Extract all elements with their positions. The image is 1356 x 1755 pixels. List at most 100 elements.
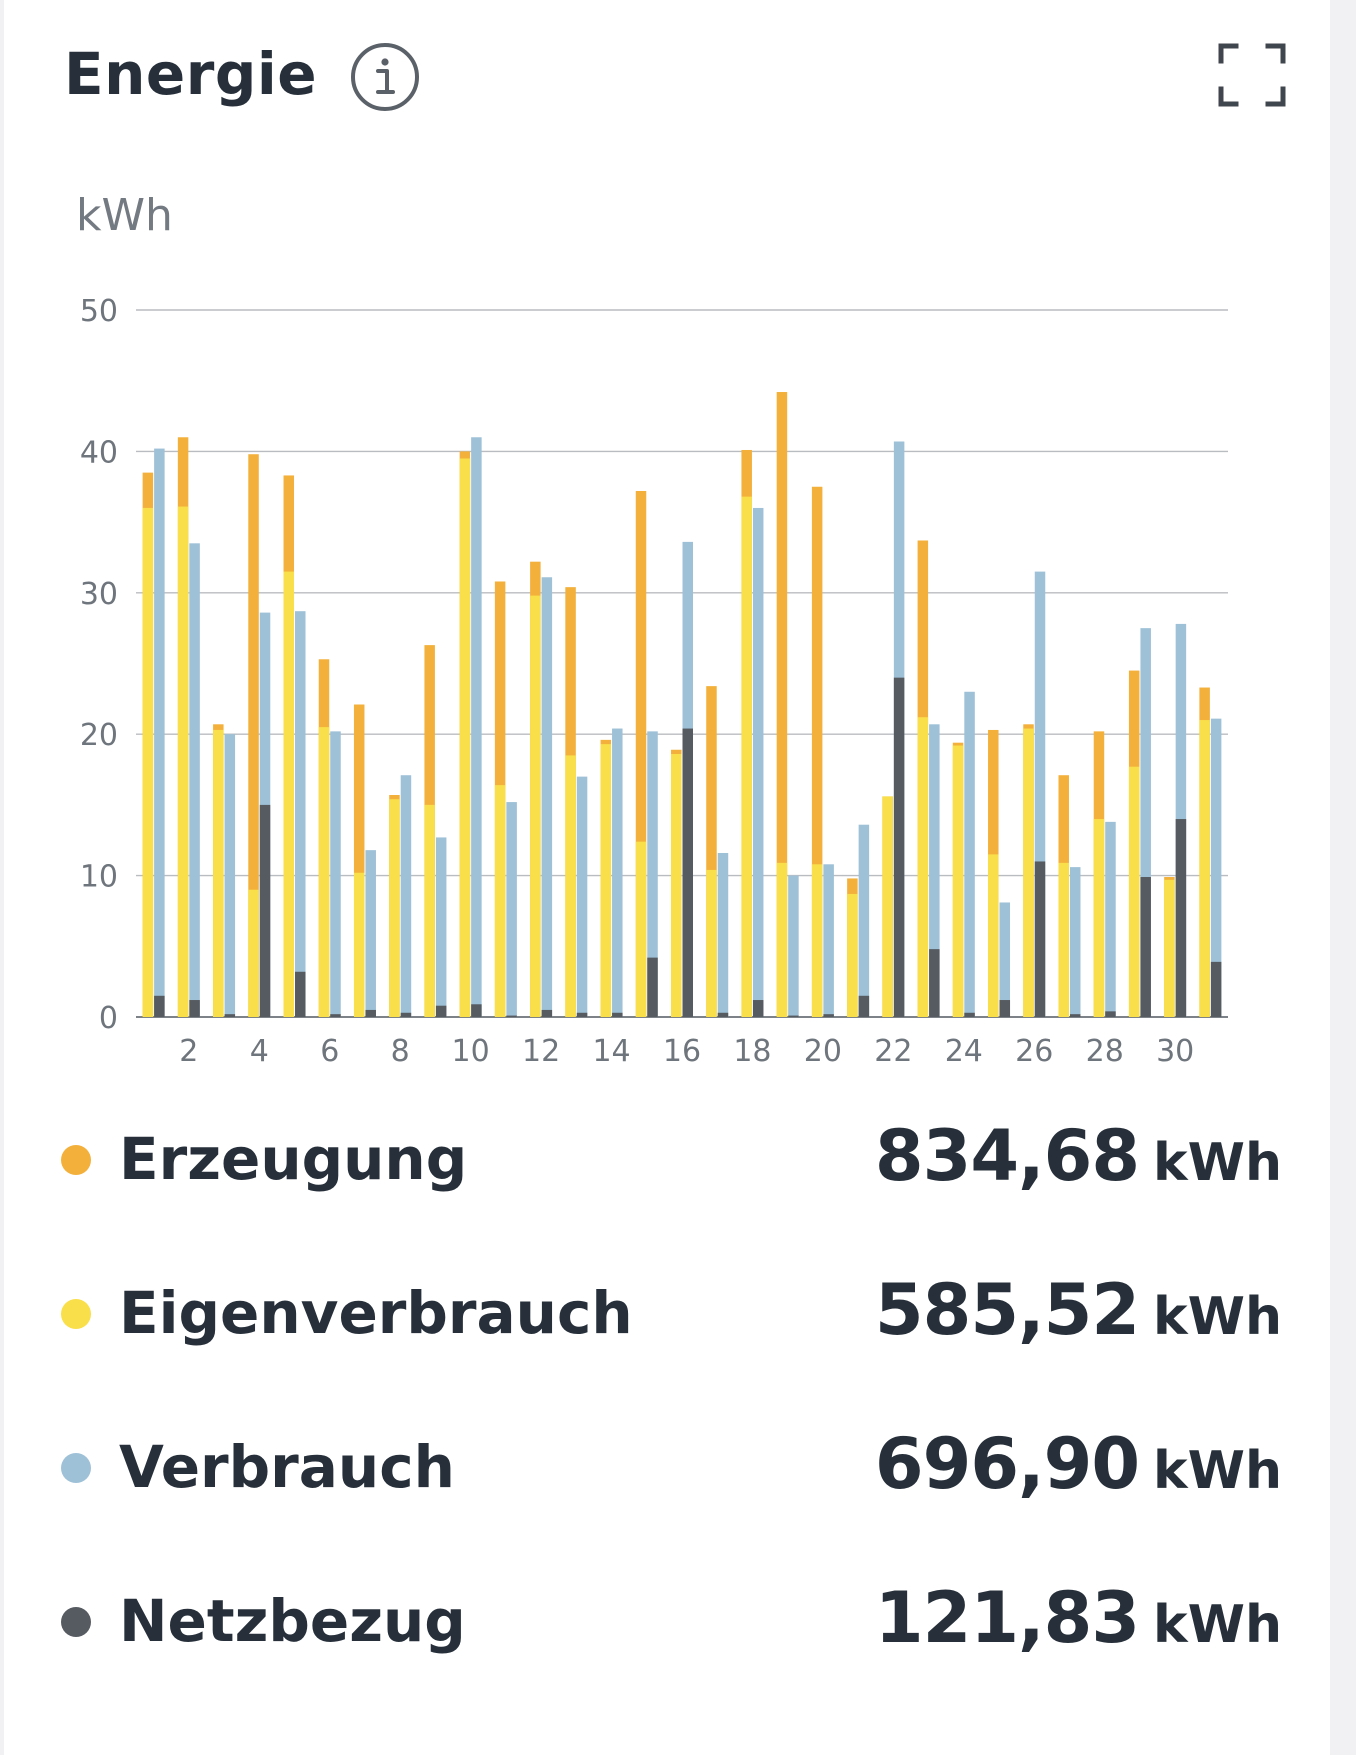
bar-verbrauch <box>576 776 588 1017</box>
fullscreen-icon[interactable] <box>1218 43 1286 107</box>
x-tick-label: 16 <box>663 1034 701 1069</box>
bar-eigenverbrauch <box>811 864 823 1017</box>
bar-eigenverbrauch <box>1058 862 1069 1017</box>
bar-eigenverbrauch <box>177 506 189 1017</box>
bar-verbrauch <box>858 824 870 1017</box>
bar-netzbezug <box>506 1015 517 1017</box>
bar-netzbezug <box>858 995 870 1017</box>
bar-verbrauch <box>752 507 764 1017</box>
bar-verbrauch <box>1140 628 1151 1017</box>
x-tick-label: 20 <box>804 1034 842 1069</box>
bar-netzbezug <box>435 1005 447 1017</box>
bar-eigenverbrauch <box>847 893 858 1017</box>
legend-total: 834,68 kWh <box>875 1115 1282 1197</box>
x-tick-label: 30 <box>1156 1034 1194 1069</box>
bar-eigenverbrauch <box>142 507 154 1017</box>
bar-netzbezug <box>259 804 271 1017</box>
bar-netzbezug <box>717 1012 729 1017</box>
bar-verbrauch <box>400 775 412 1017</box>
bar-netzbezug <box>752 1000 764 1017</box>
bar-eigenverbrauch <box>283 571 295 1017</box>
bar-eigenverbrauch <box>248 889 259 1017</box>
y-tick-label: 10 <box>80 860 118 895</box>
bar-netzbezug <box>1210 961 1222 1017</box>
bar-eigenverbrauch <box>882 796 893 1017</box>
legend-dot <box>61 1607 91 1637</box>
bar-netzbezug <box>964 1012 975 1017</box>
bar-netzbezug <box>295 971 306 1017</box>
bar-eigenverbrauch <box>776 862 788 1017</box>
bar-netzbezug <box>189 1000 200 1017</box>
bar-erzeugung <box>248 454 259 1017</box>
bar-netzbezug <box>365 1009 376 1017</box>
bar-netzbezug <box>1140 877 1151 1017</box>
card-title: Energie <box>64 40 318 108</box>
bar-netzbezug <box>893 677 905 1017</box>
bar-verbrauch <box>295 611 306 1017</box>
x-tick-label: 2 <box>179 1034 198 1069</box>
bar-verbrauch <box>471 437 482 1017</box>
bar-eigenverbrauch <box>424 804 435 1017</box>
legend-total: 696,90 kWh <box>875 1423 1282 1505</box>
info-icon[interactable] <box>349 41 421 113</box>
bar-eigenverbrauch <box>741 496 752 1017</box>
bar-eigenverbrauch <box>318 727 330 1017</box>
bar-eigenverbrauch <box>1023 728 1034 1017</box>
bar-netzbezug <box>647 957 658 1017</box>
x-tick-label: 18 <box>733 1034 771 1069</box>
bar-verbrauch <box>788 875 799 1017</box>
bar-netzbezug <box>471 1004 482 1017</box>
legend-item-erzeugung: Erzeugung 834,68 kWh <box>4 1115 1330 1205</box>
bars <box>142 392 1222 1018</box>
bar-netzbezug <box>1034 861 1046 1017</box>
bar-netzbezug <box>541 1009 553 1017</box>
bar-verbrauch <box>541 577 553 1017</box>
bar-erzeugung <box>635 490 647 1017</box>
bar-netzbezug <box>154 995 165 1017</box>
x-tick-label: 12 <box>522 1034 560 1069</box>
bar-eigenverbrauch <box>671 753 682 1017</box>
bar-verbrauch <box>717 852 729 1017</box>
legend-dot <box>61 1299 91 1329</box>
bar-verbrauch <box>1105 821 1116 1017</box>
legend-total-value: 696,90 <box>874 1423 1140 1505</box>
x-tick-label: 28 <box>1086 1034 1124 1069</box>
bar-verbrauch <box>224 734 236 1017</box>
bar-netzbezug <box>224 1014 236 1017</box>
legend-label: Erzeugung <box>119 1125 468 1193</box>
bar-netzbezug <box>612 1012 623 1017</box>
legend-total-value: 121,83 <box>874 1577 1140 1659</box>
x-tick-label: 4 <box>250 1034 269 1069</box>
bar-verbrauch <box>999 902 1011 1017</box>
legend-total-unit: kWh <box>1153 1595 1282 1655</box>
bar-eigenverbrauch <box>706 869 717 1017</box>
bar-eigenverbrauch <box>1093 819 1105 1017</box>
legend-total-unit: kWh <box>1153 1133 1282 1193</box>
y-tick-label: 30 <box>80 577 118 612</box>
bar-erzeugung <box>811 486 823 1017</box>
energy-card: Energie kWh 0 10 20 30 40 50 2 4 6 8 10 12 14 16 18 20… <box>4 0 1330 1755</box>
legend-item-netzbezug: Netzbezug 121,83 kWh <box>4 1577 1330 1667</box>
legend-total-value: 834,68 <box>874 1115 1140 1197</box>
x-tick-label: 26 <box>1015 1034 1053 1069</box>
bar-netzbezug <box>1175 819 1187 1017</box>
bar-eigenverbrauch <box>1164 879 1175 1017</box>
legend-total: 121,83 kWh <box>875 1577 1282 1659</box>
bar-eigenverbrauch <box>988 854 999 1017</box>
bar-eigenverbrauch <box>1199 720 1210 1017</box>
bar-verbrauch <box>823 864 834 1017</box>
legend-dot <box>61 1145 91 1175</box>
bar-erzeugung <box>706 686 717 1017</box>
x-tick-label: 24 <box>945 1034 983 1069</box>
bar-netzbezug <box>823 1014 834 1017</box>
y-axis-label: kWh <box>76 190 173 241</box>
legend-total-unit: kWh <box>1153 1287 1282 1347</box>
bar-verbrauch <box>1034 571 1046 1017</box>
bar-netzbezug <box>1069 1014 1081 1017</box>
y-tick-label: 40 <box>80 435 118 470</box>
x-tick-label: 14 <box>592 1034 630 1069</box>
bar-eigenverbrauch <box>1128 766 1140 1017</box>
bar-netzbezug <box>576 1012 588 1017</box>
bar-netzbezug <box>1105 1011 1116 1017</box>
legend-label: Netzbezug <box>119 1587 466 1655</box>
